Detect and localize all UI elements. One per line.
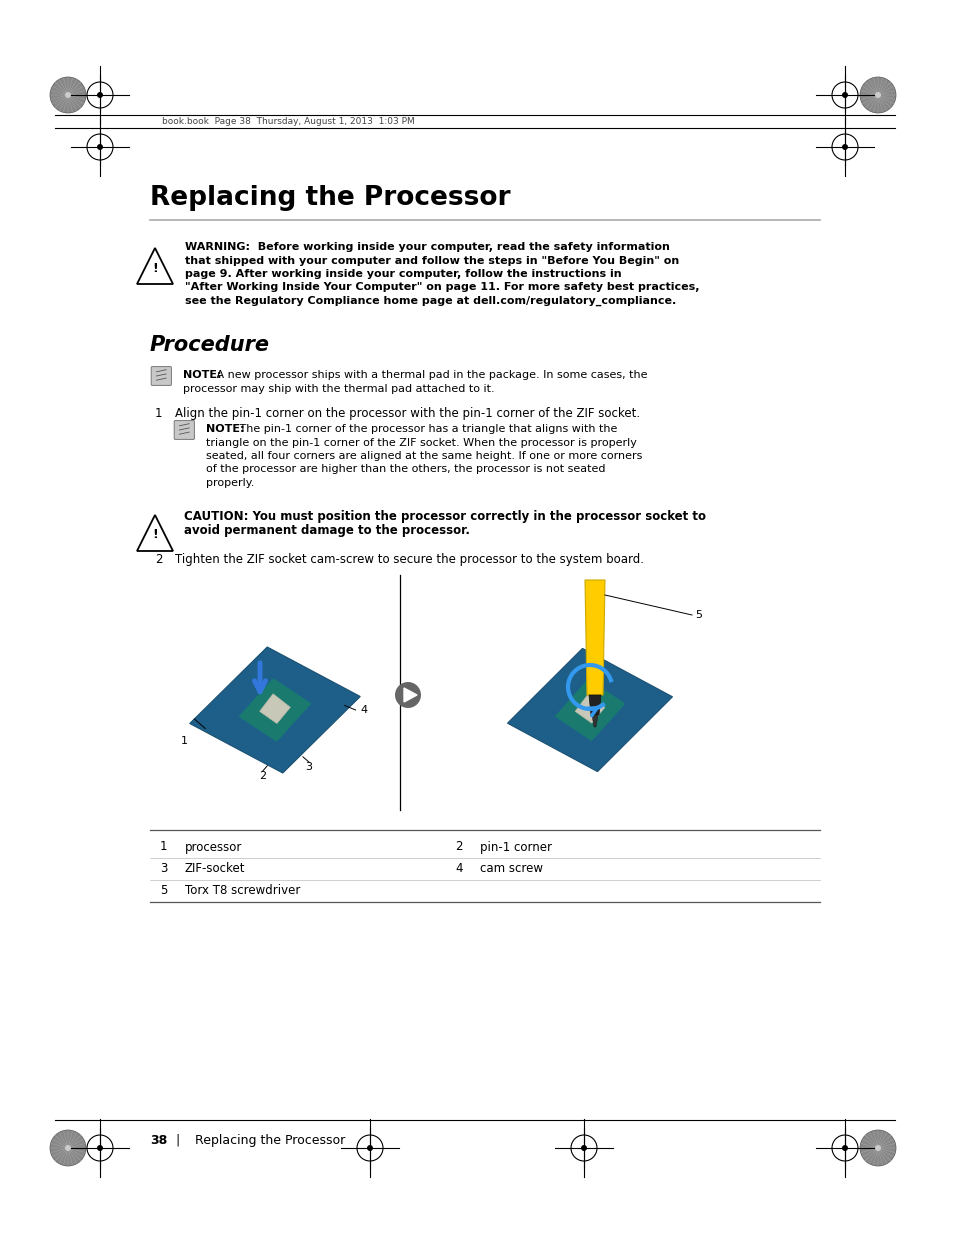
Circle shape [65, 1145, 71, 1151]
Circle shape [50, 1130, 86, 1166]
Text: processor may ship with the thermal pad attached to it.: processor may ship with the thermal pad … [183, 384, 494, 394]
Circle shape [859, 77, 895, 112]
Text: 1: 1 [160, 841, 168, 853]
Text: 2: 2 [455, 841, 462, 853]
Text: that shipped with your computer and follow the steps in "Before You Begin" on: that shipped with your computer and foll… [185, 256, 679, 266]
Polygon shape [592, 715, 598, 727]
Circle shape [97, 91, 103, 98]
FancyBboxPatch shape [151, 367, 172, 385]
Polygon shape [190, 647, 360, 773]
Text: Replacing the Processor: Replacing the Processor [150, 185, 510, 211]
Polygon shape [259, 694, 290, 724]
Text: Procedure: Procedure [150, 335, 270, 354]
Text: WARNING:  Before working inside your computer, read the safety information: WARNING: Before working inside your comp… [185, 242, 669, 252]
Text: avoid permanent damage to the processor.: avoid permanent damage to the processor. [184, 524, 470, 537]
Circle shape [874, 91, 880, 98]
Text: 3: 3 [160, 862, 167, 876]
Circle shape [859, 1130, 895, 1166]
Polygon shape [239, 679, 311, 741]
Polygon shape [584, 580, 604, 695]
FancyBboxPatch shape [174, 421, 194, 440]
Circle shape [874, 1145, 880, 1151]
Text: 1: 1 [154, 408, 162, 420]
Polygon shape [588, 695, 600, 715]
Text: page 9. After working inside your computer, follow the instructions in: page 9. After working inside your comput… [185, 269, 621, 279]
Circle shape [395, 682, 420, 708]
Text: Replacing the Processor: Replacing the Processor [194, 1134, 345, 1147]
Circle shape [580, 1145, 586, 1151]
Text: cam screw: cam screw [479, 862, 542, 876]
Polygon shape [507, 648, 672, 772]
Circle shape [97, 144, 103, 149]
Text: triangle on the pin-1 corner of the ZIF socket. When the processor is properly: triangle on the pin-1 corner of the ZIF … [206, 437, 637, 447]
Text: |: | [174, 1134, 179, 1147]
Text: A new processor ships with a thermal pad in the package. In some cases, the: A new processor ships with a thermal pad… [213, 370, 647, 380]
Circle shape [841, 144, 847, 149]
Text: Tighten the ZIF socket cam-screw to secure the processor to the system board.: Tighten the ZIF socket cam-screw to secu… [174, 553, 643, 566]
Text: 2: 2 [259, 771, 266, 782]
Text: Align the pin-1 corner on the processor with the pin-1 corner of the ZIF socket.: Align the pin-1 corner on the processor … [174, 408, 639, 420]
Text: "After Working Inside Your Computer" on page 11. For more safety best practices,: "After Working Inside Your Computer" on … [185, 283, 699, 293]
Text: NOTE:: NOTE: [206, 424, 244, 433]
Text: 38: 38 [150, 1134, 167, 1147]
Circle shape [841, 91, 847, 98]
Text: 1: 1 [181, 736, 188, 746]
Text: Torx T8 screwdriver: Torx T8 screwdriver [185, 884, 300, 898]
Text: 4: 4 [455, 862, 462, 876]
Circle shape [65, 91, 71, 98]
Polygon shape [403, 688, 416, 701]
Text: 4: 4 [360, 705, 367, 715]
Text: !: ! [152, 529, 157, 541]
Text: processor: processor [185, 841, 242, 853]
Polygon shape [575, 694, 604, 724]
Text: book.book  Page 38  Thursday, August 1, 2013  1:03 PM: book.book Page 38 Thursday, August 1, 20… [162, 116, 415, 126]
Text: !: ! [152, 262, 157, 274]
Circle shape [97, 1145, 103, 1151]
Text: properly.: properly. [206, 478, 254, 488]
Text: 3: 3 [305, 762, 313, 772]
Text: ZIF-socket: ZIF-socket [185, 862, 245, 876]
Circle shape [367, 1145, 373, 1151]
Text: The pin-1 corner of the processor has a triangle that aligns with the: The pin-1 corner of the processor has a … [235, 424, 617, 433]
Text: see the Regulatory Compliance home page at dell.com/regulatory_compliance.: see the Regulatory Compliance home page … [185, 296, 676, 306]
Text: 5: 5 [160, 884, 167, 898]
Text: 2: 2 [154, 553, 162, 566]
Circle shape [50, 77, 86, 112]
Text: of the processor are higher than the others, the processor is not seated: of the processor are higher than the oth… [206, 464, 605, 474]
Text: pin-1 corner: pin-1 corner [479, 841, 552, 853]
Text: CAUTION: You must position the processor correctly in the processor socket to: CAUTION: You must position the processor… [184, 510, 705, 522]
Polygon shape [555, 679, 624, 741]
Text: seated, all four corners are aligned at the same height. If one or more corners: seated, all four corners are aligned at … [206, 451, 641, 461]
Circle shape [841, 1145, 847, 1151]
Text: 5: 5 [695, 610, 701, 620]
Text: NOTE:: NOTE: [183, 370, 221, 380]
